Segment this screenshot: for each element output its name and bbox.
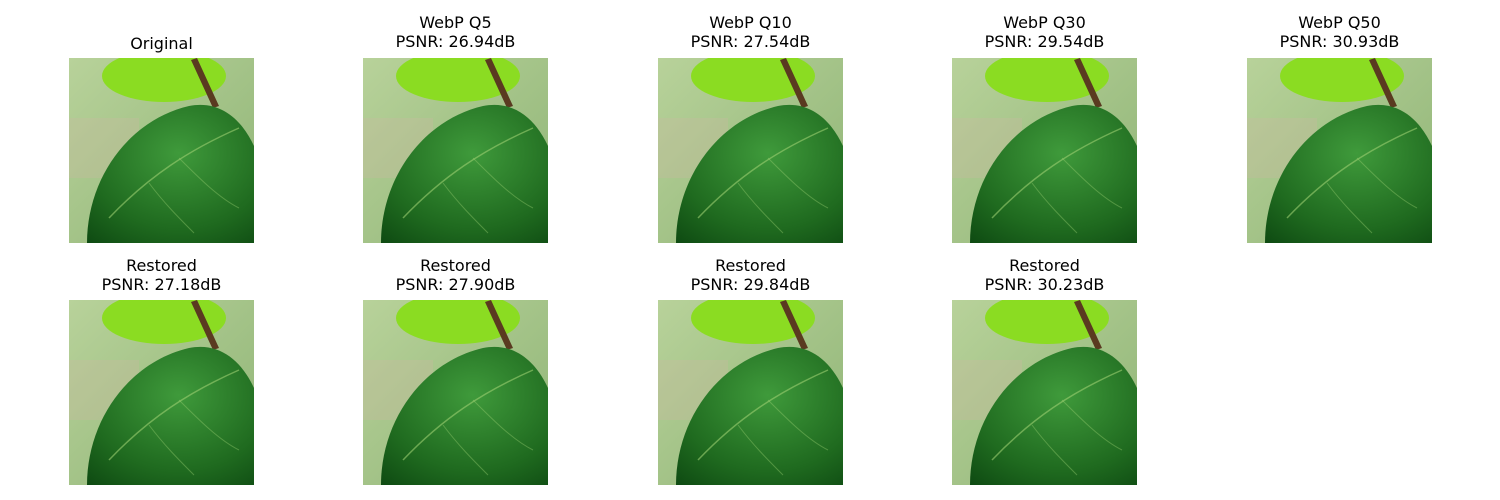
panel-psnr-label: PSNR: 29.84dB	[690, 275, 811, 294]
panel-title-line: Restored	[715, 256, 786, 275]
panel-title: WebP Q10 PSNR: 27.54dB	[618, 13, 883, 51]
leaf-image	[363, 300, 548, 485]
panel-title-line: WebP Q30	[1003, 13, 1086, 32]
panel-psnr-label: PSNR: 27.54dB	[690, 32, 811, 51]
leaf-image	[952, 58, 1137, 243]
panel-title-line: Restored	[1009, 256, 1080, 275]
panel-psnr-label: PSNR: 30.93dB	[1279, 32, 1400, 51]
panel-psnr-label: PSNR: 26.94dB	[395, 32, 516, 51]
panel-title: Original	[29, 34, 294, 53]
panel-title-line: Restored	[420, 256, 491, 275]
panel-title-line: WebP Q5	[419, 13, 492, 32]
panel-title: Restored PSNR: 30.23dB	[912, 256, 1177, 294]
leaf-image	[658, 58, 843, 243]
leaf-image	[952, 300, 1137, 485]
panel-title-line: Original	[130, 34, 193, 53]
leaf-image	[658, 300, 843, 485]
panel-psnr-label: PSNR: 27.90dB	[395, 275, 516, 294]
panel-title: Restored PSNR: 27.18dB	[29, 256, 294, 294]
panel-title: Restored PSNR: 29.84dB	[618, 256, 883, 294]
panel-psnr-label: PSNR: 29.54dB	[984, 32, 1105, 51]
panel-title: WebP Q30 PSNR: 29.54dB	[912, 13, 1177, 51]
panel-title: WebP Q50 PSNR: 30.93dB	[1207, 13, 1472, 51]
leaf-image	[363, 58, 548, 243]
panel-title-line: Restored	[126, 256, 197, 275]
panel-title-line: WebP Q50	[1298, 13, 1381, 32]
panel-title-line: WebP Q10	[709, 13, 792, 32]
panel-psnr-label: PSNR: 30.23dB	[984, 275, 1105, 294]
panel-psnr-label: PSNR: 27.18dB	[101, 275, 222, 294]
leaf-image	[69, 300, 254, 485]
panel-title: WebP Q5 PSNR: 26.94dB	[323, 13, 588, 51]
leaf-image	[69, 58, 254, 243]
panel-title: Restored PSNR: 27.90dB	[323, 256, 588, 294]
leaf-image	[1247, 58, 1432, 243]
